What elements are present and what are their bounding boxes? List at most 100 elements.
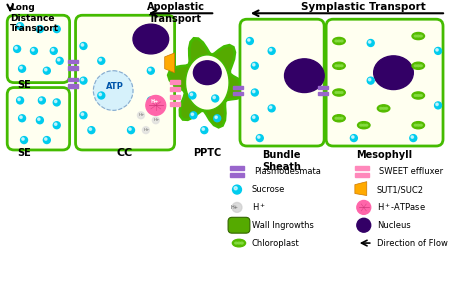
Ellipse shape [240, 242, 243, 244]
Circle shape [436, 49, 438, 51]
Circle shape [53, 99, 60, 106]
Ellipse shape [133, 24, 169, 54]
Text: H+: H+ [138, 113, 145, 117]
Polygon shape [164, 53, 174, 73]
Text: H+: H+ [144, 128, 150, 132]
Circle shape [20, 67, 22, 69]
Circle shape [18, 98, 20, 101]
Circle shape [148, 68, 151, 71]
Circle shape [32, 49, 34, 51]
FancyBboxPatch shape [240, 19, 324, 146]
Ellipse shape [284, 59, 324, 93]
Bar [170, 95, 180, 99]
Circle shape [38, 97, 46, 104]
Bar [230, 173, 244, 177]
Circle shape [37, 27, 40, 29]
Circle shape [81, 44, 83, 46]
Text: ATP: ATP [106, 81, 124, 91]
Ellipse shape [333, 115, 345, 122]
Circle shape [190, 112, 197, 119]
Circle shape [80, 43, 87, 49]
Text: SE: SE [17, 80, 31, 90]
Ellipse shape [340, 65, 343, 67]
Circle shape [129, 128, 131, 130]
Circle shape [213, 96, 215, 99]
Bar [68, 84, 78, 88]
Text: Apoplastic
Transport: Apoplastic Transport [146, 2, 205, 24]
FancyBboxPatch shape [326, 19, 443, 146]
Circle shape [251, 62, 258, 69]
Bar [68, 78, 78, 81]
Circle shape [43, 137, 50, 144]
Circle shape [212, 95, 219, 102]
Bar [68, 66, 78, 70]
Circle shape [435, 47, 442, 54]
Text: CC: CC [117, 148, 133, 158]
Circle shape [257, 136, 260, 138]
Circle shape [148, 98, 151, 101]
Circle shape [147, 97, 155, 104]
Ellipse shape [414, 65, 417, 67]
Ellipse shape [232, 239, 246, 247]
Polygon shape [355, 182, 367, 196]
Ellipse shape [340, 92, 343, 93]
Ellipse shape [417, 65, 419, 67]
Text: SE: SE [17, 148, 31, 158]
Circle shape [368, 41, 371, 43]
Bar [170, 102, 180, 106]
Circle shape [357, 218, 371, 232]
Bar [318, 86, 328, 89]
Circle shape [45, 138, 47, 140]
Ellipse shape [340, 40, 343, 42]
FancyBboxPatch shape [228, 217, 250, 233]
Ellipse shape [335, 65, 337, 67]
Bar [170, 80, 180, 84]
Text: H$^+$: H$^+$ [252, 201, 266, 213]
Circle shape [137, 112, 145, 119]
Circle shape [350, 135, 357, 142]
Circle shape [410, 135, 417, 142]
Bar [233, 92, 243, 95]
Text: H$^+$-ATPase: H$^+$-ATPase [377, 201, 426, 213]
Ellipse shape [235, 242, 237, 244]
Bar [230, 166, 244, 170]
Circle shape [268, 105, 275, 112]
Circle shape [89, 128, 91, 130]
Circle shape [234, 187, 237, 190]
Circle shape [146, 95, 166, 115]
Circle shape [81, 113, 83, 115]
Circle shape [18, 115, 26, 122]
Circle shape [37, 118, 40, 120]
Ellipse shape [414, 35, 417, 37]
Circle shape [152, 117, 159, 124]
Ellipse shape [333, 37, 345, 45]
Circle shape [53, 122, 60, 129]
Circle shape [368, 78, 371, 81]
Text: H+: H+ [230, 205, 238, 210]
Ellipse shape [335, 40, 337, 42]
Circle shape [269, 49, 272, 51]
Circle shape [411, 136, 413, 138]
Ellipse shape [357, 122, 370, 129]
Circle shape [17, 23, 24, 29]
Ellipse shape [419, 124, 422, 126]
Circle shape [142, 127, 149, 134]
Circle shape [98, 92, 105, 99]
Ellipse shape [340, 117, 343, 119]
Ellipse shape [333, 89, 345, 96]
Circle shape [55, 27, 57, 29]
Text: SUT1/SUC2: SUT1/SUC2 [377, 185, 424, 194]
Circle shape [80, 112, 87, 119]
Text: Bundle
Sheath: Bundle Sheath [262, 150, 301, 172]
Ellipse shape [360, 124, 363, 126]
Circle shape [268, 47, 275, 54]
Circle shape [45, 68, 47, 71]
Bar [355, 166, 369, 170]
Ellipse shape [365, 124, 368, 126]
Polygon shape [185, 55, 229, 110]
Circle shape [53, 26, 60, 33]
Circle shape [99, 93, 101, 96]
Circle shape [52, 49, 54, 51]
Ellipse shape [237, 242, 240, 244]
Circle shape [22, 138, 24, 140]
